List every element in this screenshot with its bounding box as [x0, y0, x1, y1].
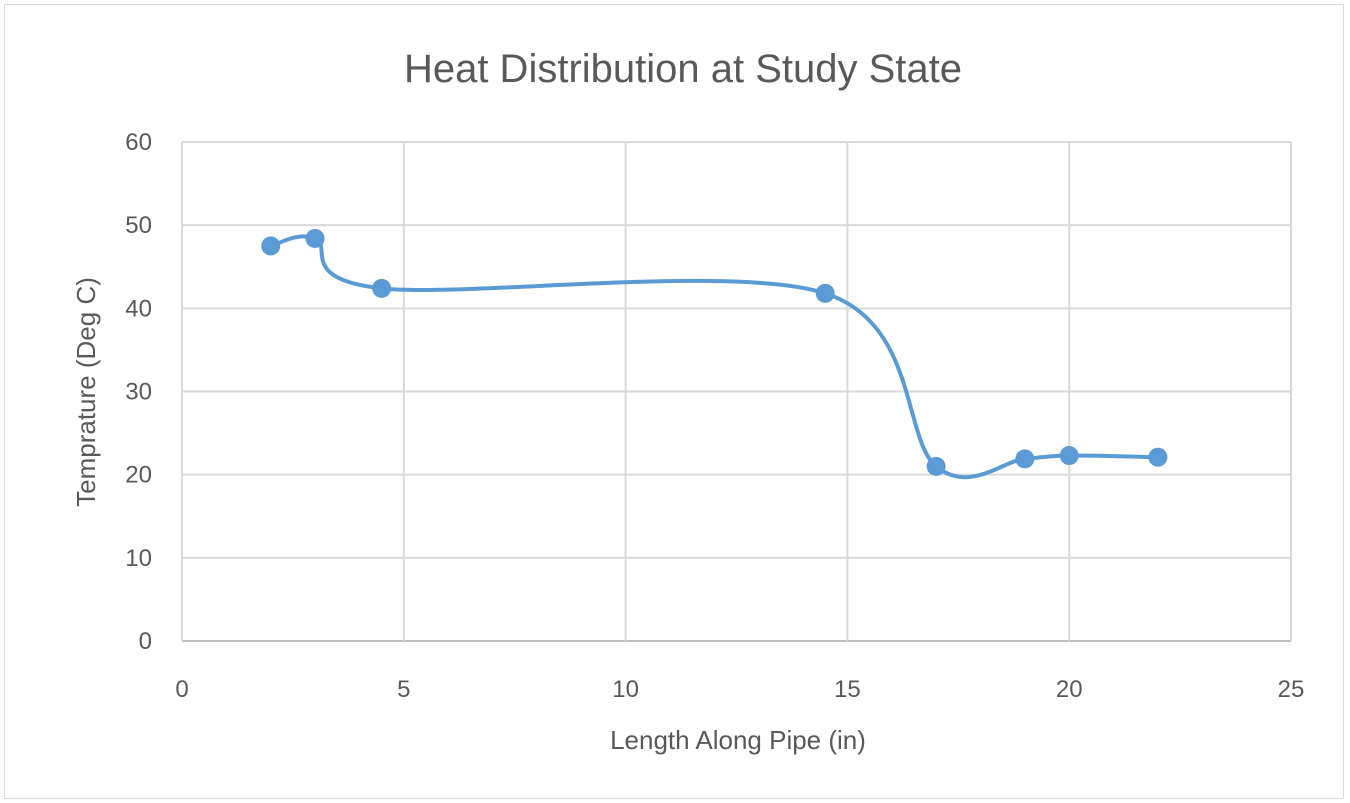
data-point — [372, 278, 392, 298]
y-tick-label: 60 — [125, 129, 152, 156]
data-point — [1015, 449, 1035, 469]
data-point — [305, 228, 325, 248]
chart-title: Heat Distribution at Study State — [404, 47, 962, 91]
y-tick-label: 0 — [139, 628, 152, 655]
x-tick-label: 10 — [612, 676, 639, 703]
series-layer — [261, 228, 1168, 480]
series-line — [268, 234, 1160, 480]
x-tick-label: 20 — [1056, 676, 1083, 703]
y-tick-label: 40 — [125, 295, 152, 322]
x-tick-label: 5 — [397, 676, 410, 703]
x-tick-label: 0 — [175, 676, 188, 703]
data-point — [1148, 447, 1168, 467]
y-tick-label: 20 — [125, 462, 152, 489]
data-point — [926, 456, 946, 476]
data-point — [1059, 446, 1079, 466]
x-tick-label: 15 — [834, 676, 861, 703]
y-tick-label: 30 — [125, 379, 152, 406]
x-tick-label: 25 — [1278, 676, 1305, 703]
y-tick-label: 10 — [125, 545, 152, 572]
y-axis-label: Temprature (Deg C) — [71, 277, 101, 507]
chart-frame — [4, 4, 1344, 799]
x-axis-label: Length Along Pipe (in) — [610, 725, 866, 755]
grid-layer: 0 10 20 30 40 50 60 0 5 10 15 20 25 — [125, 129, 1304, 703]
y-tick-label: 50 — [125, 212, 152, 239]
data-point — [261, 236, 281, 256]
data-point — [815, 283, 835, 303]
